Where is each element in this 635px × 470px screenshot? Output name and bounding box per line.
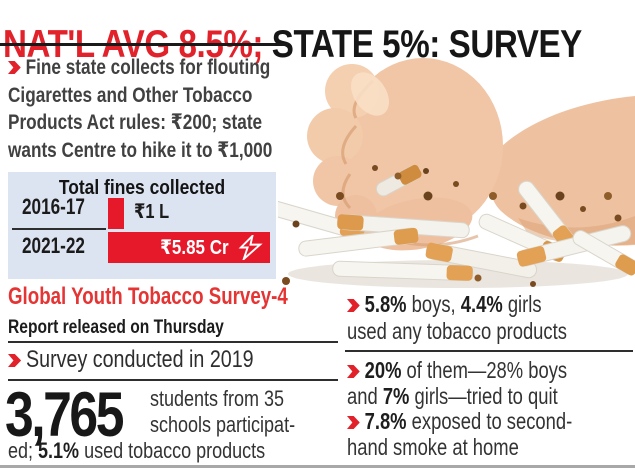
- stat-item-quit-line-2: and 7% girls—tried to quit: [347, 383, 558, 409]
- stat-item-secondhand-line-2: hand smoke at home: [347, 434, 519, 460]
- headline-underline: [0, 43, 288, 46]
- stat-bold-value: 7.8%: [364, 408, 407, 434]
- gyts-heading: Global Youth Tobacco Survey-4: [8, 283, 288, 310]
- fist-illustration: [263, 58, 635, 288]
- fines-year-2016-17: 2016-17: [22, 194, 85, 219]
- stat-item-tobacco-use-line-2: used any tobacco products: [347, 318, 567, 344]
- intro-paragraph: Fine state collects for flouting Cigaret…: [8, 54, 338, 164]
- section-divider: [345, 350, 633, 352]
- red-arrow-icon: [347, 365, 360, 378]
- intro-line-3: Products Act rules: ₹200; state: [8, 110, 263, 134]
- bottom-rule: [0, 465, 635, 468]
- stat-bold-value: 4.4%: [460, 291, 503, 317]
- participants-side-line-2: schools participat-: [150, 412, 296, 437]
- survey-conducted-line: Survey conducted in 2019: [8, 346, 254, 374]
- tobacco-crumbs: [282, 165, 622, 287]
- stat-bold-value: 5.8%: [364, 291, 407, 317]
- fines-year-2021-22: 2021-22: [22, 233, 85, 258]
- fines-value-2016-17: ₹1 L: [134, 201, 170, 223]
- intro-line-4: wants Centre to hike it to ₹1,000: [8, 137, 273, 162]
- participants-continuation: ed; 5.1% used tobacco products: [8, 438, 266, 463]
- report-subheading: Report released on Thursday: [8, 316, 224, 338]
- stat-bold-value: 20%: [364, 357, 402, 383]
- red-arrow-icon: [8, 354, 22, 367]
- cigarettes: [263, 164, 635, 282]
- red-arrow-icon: [347, 416, 360, 429]
- fist-crushing-cigarettes-photo: [263, 46, 635, 292]
- section-divider: [8, 379, 338, 381]
- fines-year-divider: [12, 228, 106, 230]
- lightning-bolt-icon: [238, 235, 263, 260]
- section-divider: [8, 341, 338, 343]
- stat-bold-value: 7%: [382, 383, 410, 409]
- fines-value-2021-22: ₹5.85 Cr: [160, 237, 229, 259]
- fines-bar-2016-17: [108, 198, 124, 229]
- participants-number: 3,765: [5, 380, 124, 450]
- red-arrow-icon: [8, 61, 21, 74]
- intro-line-2: Cigarettes and Other Tobacco: [8, 82, 253, 107]
- fines-bar-2021-22: ₹5.85 Cr: [108, 232, 270, 263]
- stat-item-quit-line-1: 20% of them—28% boys: [347, 357, 567, 384]
- stat-bold-value: 5.1%: [38, 438, 80, 463]
- fines-box-title: Total fines collected: [58, 176, 226, 199]
- participants-side-line-1: students from 35: [150, 386, 285, 411]
- red-arrow-icon: [347, 299, 360, 312]
- fines-collected-box: Total fines collected 2016-17 ₹1 L 2021-…: [8, 172, 276, 279]
- stat-item-tobacco-use-line-1: 5.8% boys, 4.4% girls: [347, 291, 542, 318]
- stat-item-secondhand-line-1: 7.8% exposed to second-: [347, 408, 572, 435]
- intro-line-1: Fine state collects for flouting: [8, 54, 272, 82]
